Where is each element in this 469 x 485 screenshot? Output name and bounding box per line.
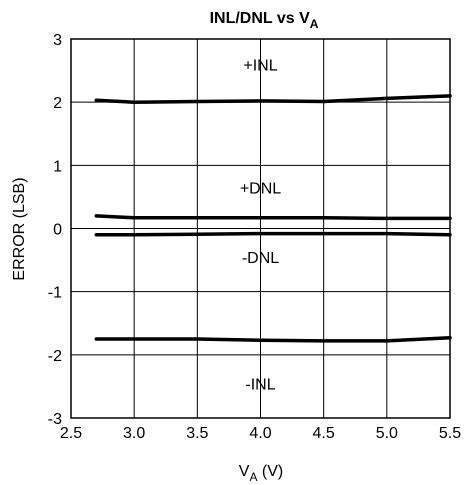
x-tick-label-4: 4.5 <box>313 425 335 442</box>
series-label-0: +INL <box>243 57 277 74</box>
y-tick-label-4: -1 <box>48 285 62 302</box>
y-tick-label-1: 2 <box>53 95 62 112</box>
series-line-3 <box>94 336 452 343</box>
y-tick-label-0: 3 <box>53 32 62 49</box>
chart-title: INL/DNL vs VA <box>210 10 319 31</box>
x-tick-label-0: 2.5 <box>60 425 82 442</box>
x-tick-label-6: 5.5 <box>439 425 461 442</box>
x-tick-label-2: 3.5 <box>186 425 208 442</box>
y-tick-labels: 3 2 1 0 -1 -2 -3 <box>48 32 62 428</box>
chart-title-main: INL/DNL vs V <box>210 10 311 27</box>
x-axis-label-suffix: (V) <box>257 463 283 480</box>
x-axis-label: VA (V) <box>239 463 283 484</box>
y-tick-label-6: -3 <box>48 411 62 428</box>
x-tick-label-1: 3.0 <box>123 425 145 442</box>
series-label-2: -DNL <box>242 250 279 267</box>
y-tick-label-2: 1 <box>53 158 62 175</box>
chart-title-subscript: A <box>310 17 319 31</box>
x-tick-labels: 2.5 3.0 3.5 4.0 4.5 5.0 5.5 <box>60 425 461 442</box>
plot-frame <box>70 38 451 419</box>
series-line-2 <box>94 231 452 237</box>
x-tick-label-3: 4.0 <box>249 425 271 442</box>
y-tick-label-5: -2 <box>48 348 62 365</box>
series-line-0 <box>94 94 452 104</box>
series-label-1: +DNL <box>240 180 281 197</box>
y-axis-label: ERROR (LSB) <box>11 177 28 280</box>
series-line-1 <box>94 214 452 221</box>
x-axis-label-subscript: A <box>249 470 257 484</box>
series-label-3: -INL <box>245 376 275 393</box>
x-axis-label-main: V <box>239 463 250 480</box>
grid-lines <box>70 38 451 419</box>
y-tick-label-3: 0 <box>53 222 62 239</box>
series-labels: +INL +DNL -DNL -INL <box>240 57 281 393</box>
x-tick-label-5: 5.0 <box>376 425 398 442</box>
data-series <box>94 94 452 343</box>
